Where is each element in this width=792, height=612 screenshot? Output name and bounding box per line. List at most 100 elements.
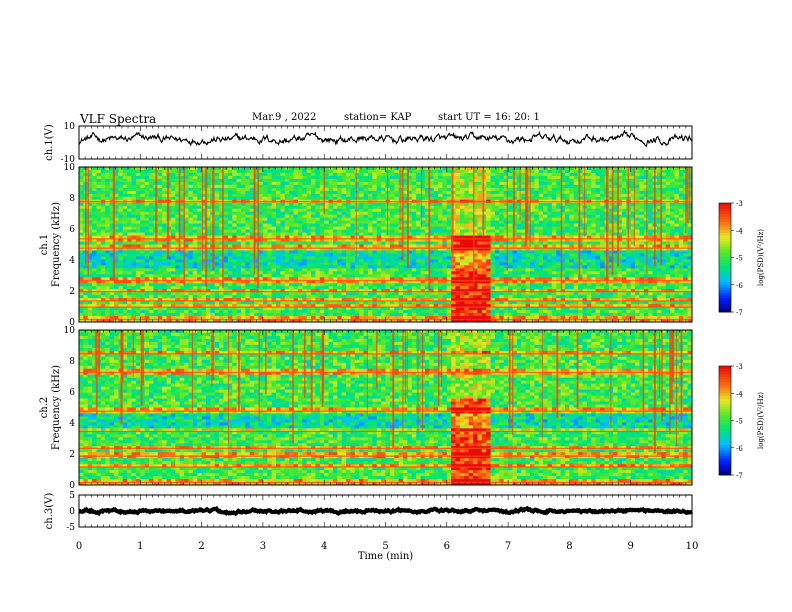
ch3-waveform-trace xyxy=(78,505,694,517)
ch1-spectrogram-colorbar-label: log(PSD)(V²/Hz) xyxy=(757,229,765,286)
ch2-spectrogram-colorbar-cell xyxy=(719,431,731,435)
ch1-spectrogram-colorbar-cell xyxy=(719,203,731,207)
ch2-spectrogram-colorbar-cell xyxy=(719,436,731,440)
ch1-spectrogram-colorbar-cell xyxy=(719,309,731,313)
ch1-spectrogram-colorbar-cell xyxy=(719,254,731,258)
start-time-label: start UT = 16: 20: 1 xyxy=(438,112,540,123)
ch1-spectrogram-colorbar-cell xyxy=(719,249,731,253)
ch3-waveform-ylabel: ch.3(V) xyxy=(44,493,55,530)
ch1-spectrogram-band xyxy=(79,280,692,282)
ch1-spectrogram-colorbar-cell xyxy=(719,257,731,261)
ch2-spectrogram-colorbar-cell xyxy=(719,458,731,462)
x-tick-label: 2 xyxy=(198,541,204,552)
ch1-spectrogram-band xyxy=(79,300,692,302)
ch3-waveform-ytick-label: -5 xyxy=(66,523,75,533)
ch1-spectrogram-colorbar-tick-label: -6 xyxy=(736,282,743,290)
ch1-spectrogram-image xyxy=(79,167,693,323)
ch1-spectrogram-colorbar-cell xyxy=(719,227,731,231)
ch2-spectrogram-band xyxy=(79,455,692,457)
ch1-spectrogram-colorbar-cell xyxy=(719,282,731,286)
ch2-spectrogram-colorbar-cell xyxy=(719,382,731,386)
x-tick-label: 5 xyxy=(382,541,388,552)
ch2-spectrogram-colorbar-cell xyxy=(719,412,731,416)
ch1-spectrogram-colorbar-cell xyxy=(719,303,731,307)
ch1-spectrogram-ytick-label: 8 xyxy=(69,194,75,204)
ch2-spectrogram-colorbar-tick-label: -7 xyxy=(736,472,743,480)
ch1-spectrogram-ytick-label: 2 xyxy=(69,287,75,297)
ch2-spectrogram-colorbar-cell xyxy=(719,455,731,460)
ch1-spectrogram-colorbar-cell xyxy=(719,273,731,277)
x-axis-label: Time (min) xyxy=(358,551,413,562)
ch2-spectrogram-channel-label: ch.2 xyxy=(39,397,50,419)
ch2-spectrogram-colorbar-cell xyxy=(719,423,731,427)
ch2-spectrogram-image xyxy=(79,330,693,486)
ch1-spectrogram-colorbar-cell xyxy=(719,295,731,299)
ch1-spectrogram-colorbar-cell xyxy=(719,271,731,275)
ch1-spectrogram-colorbar-tick-label: -7 xyxy=(736,309,743,317)
ch2-spectrogram-colorbar-cell xyxy=(719,366,731,370)
date-label: Mar.9 , 2022 xyxy=(252,112,317,123)
ch2-spectrogram-ylabel: Frequency (kHz) xyxy=(51,365,62,450)
ch2-spectrogram-colorbar-cell xyxy=(719,395,731,400)
x-tick-label: 9 xyxy=(628,541,634,552)
x-tick-label: 10 xyxy=(686,541,699,552)
ch2-spectrogram-colorbar-cell xyxy=(719,368,731,372)
ch2-spectrogram-ytick-label: 10 xyxy=(64,326,76,336)
station-label: station= KAP xyxy=(344,112,412,123)
ch1-spectrogram-band xyxy=(79,291,692,293)
ch1-spectrogram-band xyxy=(79,247,692,249)
ch2-spectrogram-colorbar-cell xyxy=(719,447,731,451)
ch1-spectrogram-colorbar-cell xyxy=(719,238,731,242)
x-tick-label: 1 xyxy=(137,541,143,552)
ch2-spectrogram-colorbar-cell xyxy=(719,406,731,411)
ch1-waveform-ytick-label: 10 xyxy=(64,122,76,132)
ch2-spectrogram-colorbar-cell xyxy=(719,442,731,446)
ch1-spectrogram-colorbar-cell xyxy=(719,224,731,228)
ch2-spectrogram-colorbar-cell xyxy=(719,374,731,378)
ch2-spectrogram-colorbar-cell xyxy=(719,464,731,468)
ch1-waveform-trace xyxy=(78,129,693,148)
ch1-spectrogram-colorbar-cell xyxy=(719,268,731,272)
ch2-spectrogram-colorbar-cell xyxy=(719,417,731,421)
ch1-spectrogram-colorbar-cell xyxy=(719,276,731,280)
ch2-spectrogram-colorbar-cell xyxy=(719,385,731,389)
ch1-spectrogram-colorbar-tick-label: -5 xyxy=(736,255,743,263)
x-tick-label: 0 xyxy=(76,541,82,552)
ch2-spectrogram-ytick-label: 6 xyxy=(69,388,75,398)
ch1-spectrogram-colorbar-tick-label: -3 xyxy=(736,200,743,208)
ch2-spectrogram-colorbar-cell xyxy=(719,415,731,419)
ch2-spectrogram-colorbar-cell xyxy=(719,434,731,438)
ch2-spectrogram-colorbar-cell xyxy=(719,445,731,449)
ch1-spectrogram-colorbar-cell xyxy=(719,243,731,248)
ch2-spectrogram-colorbar-cell xyxy=(719,371,731,375)
ch2-spectrogram-band xyxy=(79,410,692,412)
ch1-spectrogram-colorbar-cell xyxy=(719,230,731,234)
ch1-spectrogram-colorbar-cell xyxy=(719,246,731,250)
ch2-spectrogram-colorbar-cell xyxy=(719,398,731,402)
ch2-spectrogram-ytick-label: 8 xyxy=(69,357,75,367)
ch1-spectrogram-colorbar-cell xyxy=(719,216,731,220)
ch1-spectrogram-colorbar-cell xyxy=(719,265,731,269)
ch2-spectrogram-colorbar-cell xyxy=(719,472,731,476)
ch1-spectrogram-band xyxy=(79,238,692,240)
ch2-spectrogram-ytick-label: 2 xyxy=(69,450,75,460)
ch2-spectrogram-colorbar-cell xyxy=(719,450,731,454)
ch2-spectrogram-band xyxy=(79,353,692,355)
ch2-spectrogram-colorbar-cell xyxy=(719,453,731,457)
ch2-spectrogram-colorbar-cell xyxy=(719,425,731,430)
x-tick-label: 3 xyxy=(260,541,266,552)
ch2-spectrogram-colorbar-cell xyxy=(719,469,731,473)
ch2-spectrogram-colorbar-tick-label: -5 xyxy=(736,418,743,426)
ch2-spectrogram-colorbar-tick-label: -6 xyxy=(736,445,743,453)
ch1-spectrogram-colorbar-cell xyxy=(719,232,731,237)
ch3-waveform-ytick-label: 5 xyxy=(69,491,75,501)
ch1-spectrogram-colorbar-cell xyxy=(719,241,731,245)
ch2-spectrogram-colorbar-cell xyxy=(719,461,731,465)
ch1-spectrogram-colorbar-cell xyxy=(719,205,731,209)
ch3-waveform-ytick-label: 0 xyxy=(69,507,75,517)
ch2-spectrogram-colorbar-cell xyxy=(719,393,731,397)
ch2-spectrogram-band xyxy=(79,430,692,432)
ch1-spectrogram-colorbar-cell xyxy=(719,211,731,215)
ch1-spectrogram-ytick-label: 4 xyxy=(69,256,75,266)
ch2-spectrogram-ytick-label: 4 xyxy=(69,419,75,429)
